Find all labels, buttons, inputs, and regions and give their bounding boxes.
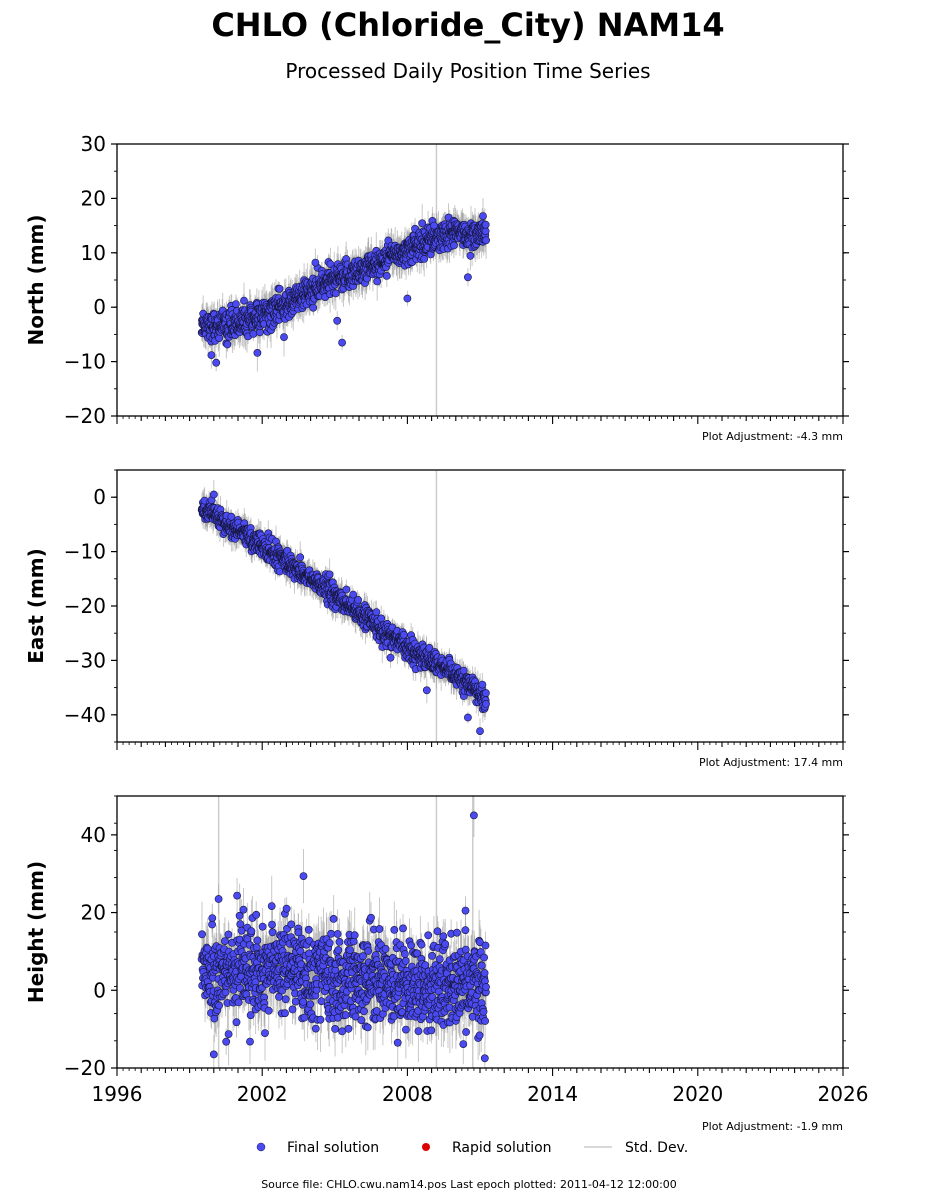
y-tick-label: −20 — [64, 404, 106, 428]
north-panel: −20 −10 0 10 20 30 North (mm) Plot Adjustment: … — [24, 132, 849, 443]
final-solution-point — [354, 596, 362, 604]
final-solution-point — [338, 338, 346, 347]
y-tick-label: 20 — [81, 186, 106, 210]
final-solution-point — [309, 303, 318, 312]
final-solution-point — [422, 686, 431, 695]
east-panel: −40 −30 −20 −10 0 East (mm) Plot Adjustment: 1… — [24, 469, 849, 769]
data-points — [197, 490, 490, 735]
y-axis-label: North (mm) — [24, 214, 48, 345]
final-solution-point — [207, 351, 216, 359]
final-solution-point — [386, 653, 395, 662]
final-solution-point — [209, 490, 218, 499]
final-solution-point — [418, 219, 427, 228]
y-tick-label: 0 — [93, 295, 106, 319]
y-tick-label: −30 — [64, 648, 106, 672]
final-solution-point — [463, 713, 472, 722]
plot-adjustment-label: Plot Adjustment: -4.3 mm — [702, 430, 843, 443]
final-solution-point — [373, 277, 382, 286]
final-solution-point — [333, 316, 342, 325]
y-axis-label: East (mm) — [24, 548, 48, 664]
figure-title: CHLO (Chloride_City) NAM14 — [211, 6, 724, 44]
plot-area — [197, 796, 490, 1068]
final-solution-point — [253, 348, 262, 357]
final-solution-point — [331, 289, 340, 298]
final-solution-point — [425, 644, 434, 652]
final-solution-point — [325, 570, 334, 579]
final-solution-point — [240, 296, 248, 305]
final-solution-point — [311, 258, 320, 267]
plot-area — [197, 470, 490, 742]
plot-adjustment-label: Plot Adjustment: 17.4 mm — [699, 756, 843, 769]
y-tick-label: −10 — [64, 350, 106, 374]
final-solution-point — [476, 727, 484, 735]
final-solution-point — [249, 329, 258, 338]
y-tick-label: −40 — [64, 703, 106, 727]
y-tick-label: −10 — [64, 540, 106, 564]
final-solution-point — [478, 680, 487, 689]
final-solution-point — [231, 300, 240, 308]
final-solution-point — [430, 221, 438, 230]
final-solution-point — [382, 271, 391, 280]
plot-area — [197, 144, 490, 416]
figure-subtitle: Processed Daily Position Time Series — [285, 59, 650, 83]
final-solution-point — [463, 273, 472, 282]
final-solution-point — [223, 340, 232, 349]
final-solution-point — [227, 512, 236, 521]
final-solution-point — [342, 585, 351, 594]
final-solution-point — [372, 608, 381, 616]
final-solution-point — [482, 236, 490, 245]
final-solution-point — [481, 220, 490, 229]
final-solution-point — [280, 333, 288, 341]
y-tick-label: 30 — [81, 132, 106, 156]
final-solution-point — [399, 630, 408, 639]
final-solution-point — [403, 294, 412, 303]
final-solution-point — [466, 251, 475, 260]
final-solution-point — [420, 254, 429, 263]
final-solution-point — [481, 689, 490, 697]
final-solution-point — [449, 241, 458, 250]
y-tick-label: 0 — [93, 485, 106, 509]
final-solution-point — [482, 700, 490, 708]
final-solution-point — [296, 553, 305, 562]
final-solution-point — [349, 590, 358, 599]
y-tick-label: −20 — [64, 594, 106, 618]
final-solution-point — [275, 284, 284, 293]
axes-frame — [116, 143, 844, 417]
final-solution-point — [481, 227, 490, 236]
final-solution-point — [459, 666, 468, 675]
final-solution-point — [479, 212, 487, 220]
y-tick-label: 10 — [81, 241, 106, 265]
data-points — [197, 212, 490, 367]
final-solution-point — [212, 358, 221, 367]
